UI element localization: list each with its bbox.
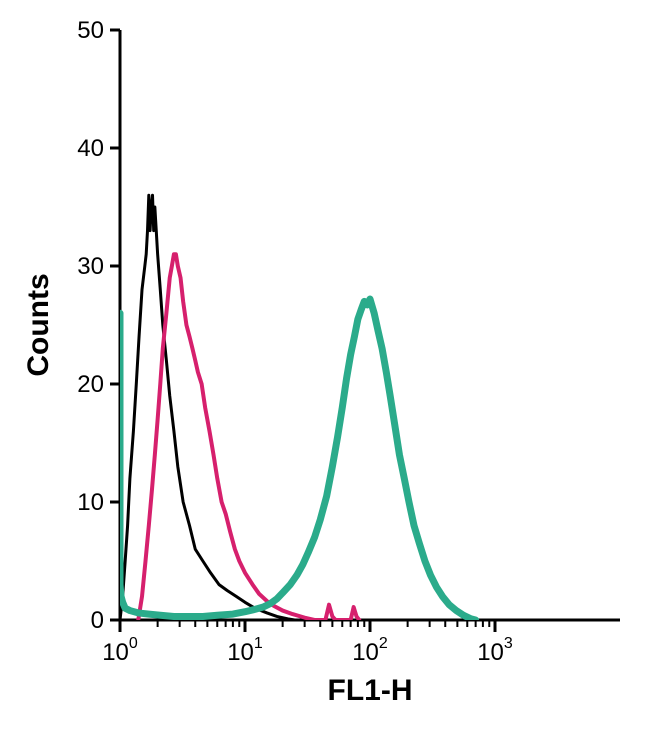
y-tick-30: 30: [77, 253, 104, 280]
x-axis-label: FL1-H: [328, 674, 413, 707]
y-tick-20: 20: [77, 371, 104, 398]
y-tick-50: 50: [77, 17, 104, 44]
flow-cytometry-histogram: 01020304050100101102103FL1-HCounts: [0, 0, 650, 756]
histogram-svg: 01020304050100101102103FL1-HCounts: [0, 0, 650, 756]
y-tick-10: 10: [77, 489, 104, 516]
y-axis-label: Counts: [22, 273, 55, 376]
y-tick-0: 0: [91, 607, 104, 634]
y-tick-40: 40: [77, 135, 104, 162]
